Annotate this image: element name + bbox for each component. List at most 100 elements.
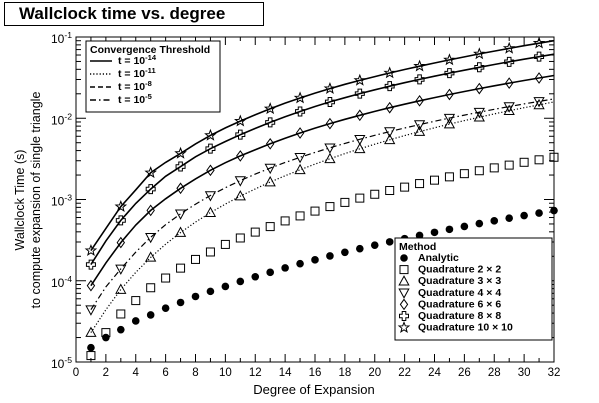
marker-triangle <box>533 97 545 108</box>
data-point <box>325 202 335 212</box>
data-point <box>220 239 230 249</box>
data-point <box>354 134 366 146</box>
marker-square <box>146 283 156 293</box>
data-point <box>206 287 215 296</box>
marker-square <box>444 172 454 182</box>
marker-triangle <box>174 226 187 237</box>
marker-square <box>205 247 215 257</box>
data-point <box>473 47 486 60</box>
data-point <box>413 125 426 136</box>
legend-entry-label: t = 10-14 <box>118 53 157 67</box>
marker-triangle <box>473 111 485 122</box>
marker-cross <box>295 106 306 117</box>
data-point <box>415 179 425 189</box>
data-point <box>356 244 364 253</box>
marker-triangle <box>264 163 276 175</box>
marker-triangle <box>533 98 545 110</box>
marker-square <box>489 163 499 173</box>
data-point <box>234 176 246 187</box>
legend-entry-label: t = 10-11 <box>118 66 156 80</box>
data-point <box>325 117 335 130</box>
y-tick-label: 10-4 <box>51 274 72 290</box>
marker-triangle <box>174 209 187 220</box>
x-tick-label: 18 <box>338 367 351 379</box>
data-point <box>131 317 140 325</box>
data-point <box>341 248 349 257</box>
marker-dot <box>415 231 424 240</box>
data-point <box>114 200 128 212</box>
legend-marker-sample <box>398 288 410 299</box>
curve-line <box>90 74 555 287</box>
legend-marker-sample <box>399 311 409 321</box>
marker-dot <box>370 241 379 249</box>
data-point <box>116 309 126 319</box>
marker-cross <box>504 56 515 67</box>
marker-star <box>473 47 486 60</box>
marker-square <box>265 222 275 232</box>
marker-square <box>400 182 410 192</box>
data-point <box>310 206 320 216</box>
x-tick-label: 8 <box>192 367 198 379</box>
marker-diamond <box>295 127 305 139</box>
marker-cross <box>205 143 216 154</box>
marker-dot <box>311 256 319 264</box>
data-point <box>324 152 336 164</box>
marker-square <box>176 263 186 273</box>
data-point <box>383 66 396 79</box>
marker-triangle <box>145 232 157 244</box>
marker-square <box>355 193 365 203</box>
marker-dot <box>475 219 484 228</box>
data-point <box>311 256 319 264</box>
x-tick-label: 26 <box>458 367 471 379</box>
data-point <box>475 219 484 228</box>
data-point <box>115 215 126 226</box>
marker-star <box>383 66 396 79</box>
curve-line <box>90 53 555 266</box>
marker-dot <box>296 259 304 268</box>
marker-triangle <box>204 206 217 217</box>
y-tick-label: 10-5 <box>51 355 72 371</box>
data-point <box>295 211 305 221</box>
marker-diamond <box>415 94 424 107</box>
marker-star <box>353 73 367 86</box>
data-point <box>161 273 171 283</box>
marker-diamond <box>475 82 484 95</box>
legend-marker-sample <box>400 254 408 262</box>
marker-square <box>131 296 141 306</box>
data-point <box>221 282 230 291</box>
data-point <box>385 238 394 246</box>
y-axis: 10-5 10-4 10-3 10-2 10-1 <box>51 30 554 371</box>
marker-square <box>191 254 200 264</box>
marker-triangle <box>503 102 515 113</box>
marker-triangle <box>115 283 127 294</box>
marker-diamond <box>146 204 155 217</box>
data-point <box>295 127 305 139</box>
data-point <box>384 127 396 138</box>
data-point <box>204 128 217 141</box>
data-point <box>234 114 247 127</box>
marker-cross <box>399 311 409 321</box>
data-point <box>294 163 306 175</box>
marker-triangle <box>324 152 336 164</box>
marker-diamond <box>385 101 394 114</box>
data-point <box>353 73 367 86</box>
y-axis-label-line2: to compute expansion of single triangle <box>29 92 43 309</box>
marker-triangle <box>473 107 485 119</box>
marker-triangle <box>398 275 410 286</box>
marker-square <box>385 186 395 196</box>
x-tick-label: 14 <box>279 367 292 379</box>
data-point <box>117 325 125 334</box>
marker-triangle <box>85 326 97 337</box>
marker-triangle <box>413 125 426 136</box>
marker-square <box>220 239 230 249</box>
marker-triangle <box>503 104 515 115</box>
data-point <box>85 259 96 270</box>
marker-triangle <box>384 133 396 145</box>
marker-square <box>415 179 425 189</box>
data-point <box>533 98 545 110</box>
data-point <box>354 142 366 154</box>
marker-dot <box>281 264 289 272</box>
marker-star <box>397 320 411 333</box>
